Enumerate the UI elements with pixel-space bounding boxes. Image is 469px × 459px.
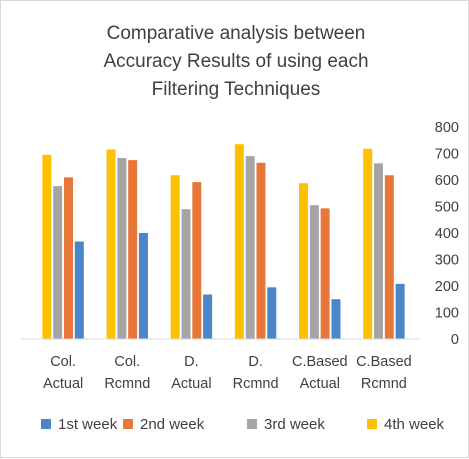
bar-4th-week-4 — [299, 183, 309, 339]
bar-3rd-week-2 — [181, 209, 191, 339]
bar-3rd-week-5 — [374, 163, 384, 339]
legend-swatch — [123, 419, 133, 429]
x-category-label: C.Based — [292, 354, 348, 370]
x-category-label: Actual — [171, 376, 211, 392]
x-category-label: D. — [248, 354, 263, 370]
legend-label: 2nd week — [140, 416, 205, 433]
legend-swatch — [247, 419, 257, 429]
y-tick-label: 500 — [435, 200, 459, 216]
x-category-label: Col. — [50, 354, 76, 370]
legend-label: 1st week — [58, 416, 118, 433]
x-category-label: Rcmnd — [233, 376, 279, 392]
legend: 1st week 2nd week 3rd week 4th week — [41, 416, 445, 433]
x-category-label: C.Based — [356, 354, 412, 370]
y-tick-label: 700 — [435, 147, 459, 163]
y-tick-label: 100 — [435, 306, 459, 322]
x-category-label: Rcmnd — [104, 376, 150, 392]
x-category-label: Actual — [43, 376, 83, 392]
y-tick-label: 200 — [435, 279, 459, 295]
bar-1st-week-2 — [203, 294, 213, 339]
y-tick-label: 400 — [435, 226, 459, 242]
y-tick-label: 600 — [435, 173, 459, 189]
bar-4th-week-1 — [106, 149, 116, 339]
legend-swatch — [41, 419, 51, 429]
chart-title: Comparative analysis between Accuracy Re… — [103, 23, 368, 100]
plot-area — [21, 144, 420, 340]
chart-title-line-3: Filtering Techniques — [152, 79, 321, 100]
y-tick-label: 300 — [435, 253, 459, 269]
y-axis-ticks: 0 100 200 300 400 500 600 700 800 — [435, 120, 459, 348]
bar-1st-week-4 — [331, 299, 341, 339]
x-axis-labels: Col. Actual Col. Rcmnd D. Actual D. Rcmnd C.Base… — [43, 354, 412, 392]
bar-2nd-week-0 — [63, 177, 73, 339]
bar-3rd-week-0 — [53, 186, 63, 339]
bar-2nd-week-2 — [192, 182, 202, 339]
y-tick-label: 800 — [435, 120, 459, 136]
chart-title-line-2: Accuracy Results of using each — [103, 51, 368, 72]
chart-title-line-1: Comparative analysis between — [107, 23, 366, 44]
bar-1st-week-3 — [267, 287, 277, 339]
bar-1st-week-5 — [395, 283, 405, 339]
y-tick-label: 0 — [451, 332, 459, 348]
bar-1st-week-0 — [74, 241, 84, 339]
x-category-label: Col. — [114, 354, 140, 370]
bar-3rd-week-4 — [309, 205, 319, 339]
bar-3rd-week-1 — [117, 158, 127, 339]
bar-4th-week-2 — [170, 175, 180, 339]
legend-swatch — [367, 419, 377, 429]
legend-label: 3rd week — [264, 416, 325, 433]
bar-1st-week-1 — [138, 233, 148, 339]
legend-label: 4th week — [384, 416, 445, 433]
bar-4th-week-5 — [363, 148, 373, 339]
x-category-label: Actual — [300, 376, 340, 392]
bar-2nd-week-3 — [256, 162, 266, 339]
bar-2nd-week-1 — [128, 160, 138, 340]
bar-4th-week-3 — [234, 144, 244, 339]
bar-2nd-week-5 — [384, 175, 394, 339]
bar-4th-week-0 — [42, 154, 52, 339]
bar-3rd-week-3 — [245, 156, 255, 339]
x-category-label: Rcmnd — [361, 376, 407, 392]
x-category-label: D. — [184, 354, 199, 370]
bar-2nd-week-4 — [320, 208, 330, 339]
